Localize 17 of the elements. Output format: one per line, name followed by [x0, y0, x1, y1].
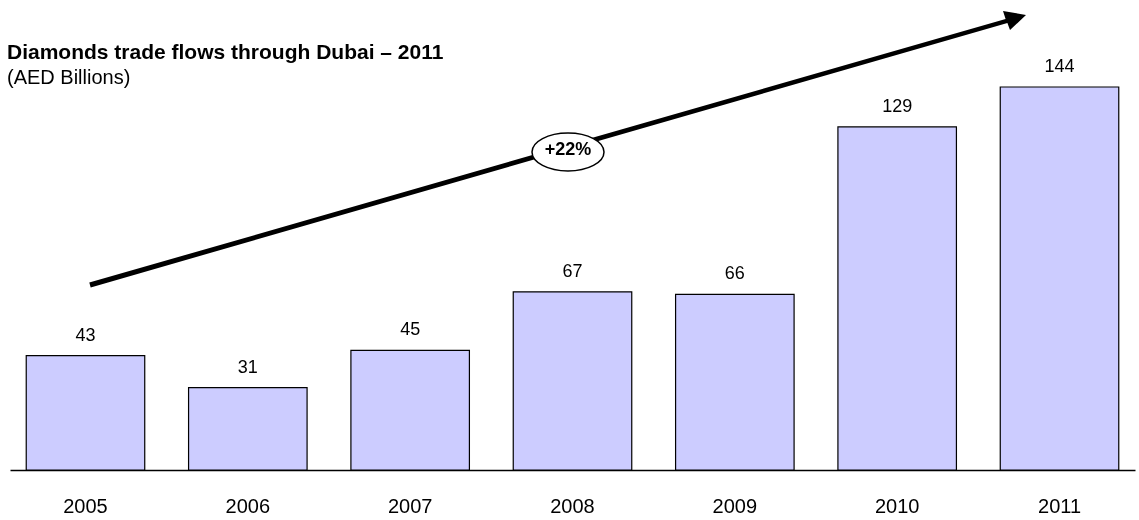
data-label: 43	[75, 324, 96, 345]
data-label: 66	[724, 263, 745, 284]
data-label: 144	[1044, 56, 1075, 76]
x-tick-label: 2008	[550, 494, 595, 517]
x-tick-label: 2009	[712, 494, 758, 517]
annotation: +22%	[543, 139, 593, 160]
chart-title: Diamonds trade flows through Dubai – 2011	[7, 40, 444, 64]
x-tick-label: 2010	[874, 494, 920, 517]
chart-subtitle: (AED Billions)	[7, 66, 131, 89]
x-tick-label: 2006	[225, 494, 271, 517]
data-label: 129	[882, 95, 913, 116]
x-tick-label: 2005	[63, 494, 108, 517]
data-label: 31	[237, 356, 258, 377]
x-tick-label: 2011	[1038, 494, 1082, 517]
data-label: 67	[562, 260, 583, 281]
data-label: 45	[400, 319, 421, 340]
x-tick-label: 2007	[387, 494, 433, 517]
